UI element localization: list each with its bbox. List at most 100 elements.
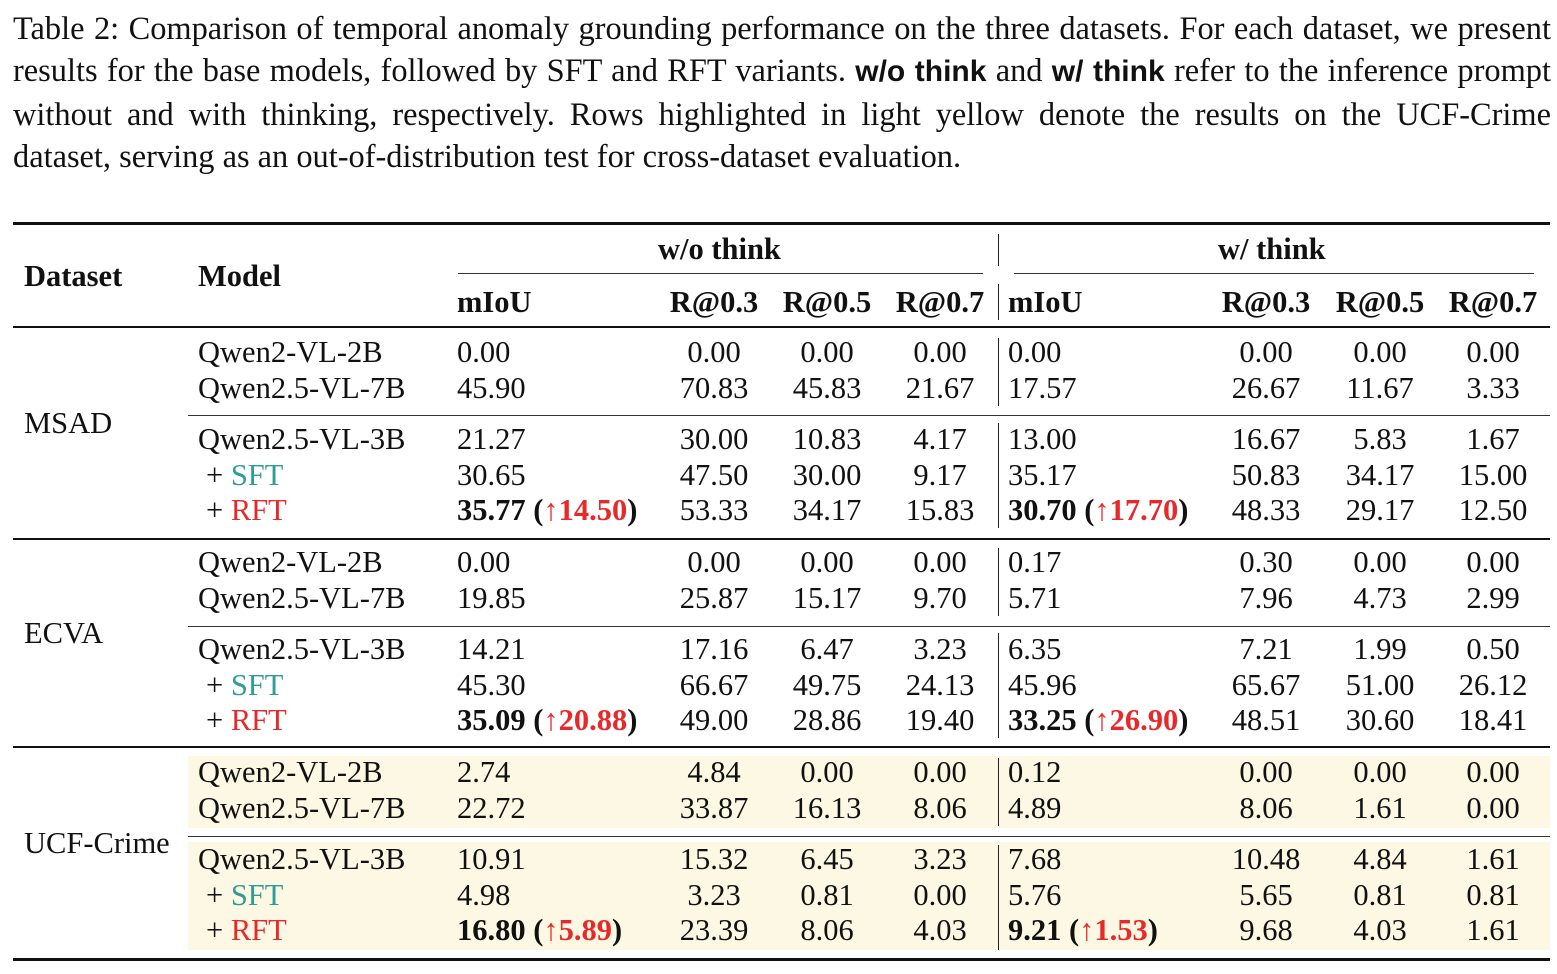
w-think-recall: 8.06 bbox=[1239, 791, 1293, 825]
miou-value: 35.77 bbox=[457, 493, 526, 527]
miou-value: 10.91 bbox=[457, 842, 526, 876]
model-prefix: + bbox=[206, 458, 231, 492]
wo-think-miou: 45.30 bbox=[457, 667, 526, 703]
w-think-miou: 4.89 bbox=[1008, 790, 1061, 826]
w-think-recall: 0.00 bbox=[1353, 755, 1407, 789]
miou-value: 30.65 bbox=[457, 458, 526, 492]
wo-think-recall: 15.32 bbox=[679, 842, 749, 876]
dataset-label: MSAD bbox=[24, 406, 113, 440]
model-name: Qwen2.5-VL-3B bbox=[198, 631, 406, 667]
caption-bold-wo-think: w/o think bbox=[855, 55, 987, 89]
miou-value: 14.21 bbox=[457, 632, 526, 666]
subsection-rule bbox=[188, 626, 1550, 627]
wo-think-miou: 14.21 bbox=[457, 631, 526, 667]
wo-think-miou: 10.91 bbox=[457, 841, 526, 877]
wo-think-miou: 45.90 bbox=[457, 370, 526, 406]
w-think-recall: 2.99 bbox=[1466, 581, 1520, 615]
miou-value: 17.57 bbox=[1008, 371, 1077, 405]
wo-think-recall: 23.39 bbox=[679, 913, 749, 947]
w-think-miou: 0.12 bbox=[1008, 754, 1061, 790]
w-think-recall: 18.41 bbox=[1458, 703, 1528, 737]
w-think-miou: 30.70 (↑17.70) bbox=[1008, 492, 1188, 528]
w-think-recall: 7.21 bbox=[1239, 632, 1293, 666]
wo-think-recall: 66.67 bbox=[679, 668, 749, 702]
w-think-recall: 0.00 bbox=[1239, 755, 1293, 789]
group-divider bbox=[998, 845, 999, 950]
miou-value: 0.17 bbox=[1008, 545, 1062, 579]
wo-think-recall: 0.00 bbox=[800, 545, 854, 579]
w-think-recall: 0.00 bbox=[1353, 335, 1407, 369]
wo-think-recall: 0.81 bbox=[800, 878, 854, 912]
w-think-miou: 9.21 (↑1.53) bbox=[1008, 912, 1158, 948]
w-think-recall: 5.65 bbox=[1239, 878, 1293, 912]
model-label: Qwen2-VL-2B bbox=[198, 545, 383, 579]
model-name: + SFT bbox=[206, 667, 283, 703]
header-w-r05: R@0.5 bbox=[1335, 285, 1425, 319]
miou-gain: (↑14.50) bbox=[525, 493, 638, 527]
wo-think-recall: 30.00 bbox=[792, 458, 862, 492]
wo-think-recall: 15.83 bbox=[905, 493, 975, 527]
wo-think-recall: 21.67 bbox=[905, 371, 975, 405]
bottom-rule bbox=[13, 958, 1550, 961]
model-label: Qwen2-VL-2B bbox=[198, 755, 383, 789]
w-think-recall: 1.67 bbox=[1466, 422, 1520, 456]
w-think-miou: 6.35 bbox=[1008, 631, 1061, 667]
miou-value: 7.68 bbox=[1008, 842, 1062, 876]
w-think-miou: 33.25 (↑26.90) bbox=[1008, 702, 1188, 738]
w-think-recall: 48.51 bbox=[1231, 703, 1301, 737]
wo-think-recall: 4.17 bbox=[913, 422, 967, 456]
miou-value: 45.96 bbox=[1008, 668, 1077, 702]
header-wo-r05: R@0.5 bbox=[782, 285, 872, 319]
wo-think-recall: 0.00 bbox=[913, 545, 967, 579]
w-think-miou: 5.71 bbox=[1008, 580, 1061, 616]
wo-think-recall: 33.87 bbox=[679, 791, 749, 825]
w-think-recall: 0.00 bbox=[1353, 545, 1407, 579]
model-name: + RFT bbox=[206, 702, 287, 738]
miou-value: 45.90 bbox=[457, 371, 526, 405]
top-rule bbox=[13, 222, 1550, 225]
miou-value: 0.00 bbox=[457, 545, 511, 579]
group-divider bbox=[998, 548, 999, 616]
model-label: Qwen2.5-VL-7B bbox=[198, 371, 406, 405]
model-name: Qwen2.5-VL-7B bbox=[198, 790, 406, 826]
group-divider bbox=[998, 284, 999, 320]
model-name: Qwen2-VL-2B bbox=[198, 544, 383, 580]
wo-think-recall: 0.00 bbox=[687, 545, 741, 579]
model-prefix: + bbox=[206, 703, 231, 737]
miou-value: 9.21 bbox=[1008, 913, 1062, 947]
w-think-recall: 26.67 bbox=[1231, 371, 1301, 405]
wo-think-miou: 35.77 (↑14.50) bbox=[457, 492, 637, 528]
wo-think-recall: 6.47 bbox=[800, 632, 854, 666]
table-caption: Table 2: Comparison of temporal anomaly … bbox=[13, 8, 1551, 178]
w-think-recall: 29.17 bbox=[1345, 493, 1415, 527]
w-think-recall: 0.81 bbox=[1353, 878, 1407, 912]
model-label: Qwen2.5-VL-3B bbox=[198, 632, 406, 666]
w-think-recall: 10.48 bbox=[1231, 842, 1301, 876]
caption-text: and bbox=[986, 53, 1052, 90]
model-prefix: + bbox=[206, 913, 231, 947]
w-think-recall: 4.73 bbox=[1353, 581, 1407, 615]
model-name: + RFT bbox=[206, 912, 287, 948]
dataset-label: UCF-Crime bbox=[24, 826, 170, 860]
wo-think-recall: 47.50 bbox=[679, 458, 749, 492]
w-think-miou: 17.57 bbox=[1008, 370, 1077, 406]
header-w-think: w/ think bbox=[1218, 232, 1326, 266]
model-prefix: + bbox=[206, 668, 231, 702]
w-think-recall: 0.81 bbox=[1466, 878, 1520, 912]
wo-think-recall: 70.83 bbox=[679, 371, 749, 405]
w-think-recall: 3.33 bbox=[1466, 371, 1520, 405]
wo-think-recall: 45.83 bbox=[792, 371, 862, 405]
miou-value: 0.12 bbox=[1008, 755, 1062, 789]
wo-think-recall: 15.17 bbox=[792, 581, 862, 615]
caption-text: Table 2: Comparison of temporal anomaly … bbox=[13, 11, 1551, 90]
miou-value: 35.17 bbox=[1008, 458, 1077, 492]
wo-think-recall: 3.23 bbox=[913, 632, 967, 666]
wo-think-miou: 21.27 bbox=[457, 421, 526, 457]
w-think-recall: 0.30 bbox=[1239, 545, 1293, 579]
ucf-highlight-base bbox=[188, 756, 1550, 828]
w-think-recall: 16.67 bbox=[1231, 422, 1301, 456]
miou-value: 13.00 bbox=[1008, 422, 1077, 456]
w-think-miou: 7.68 bbox=[1008, 841, 1061, 877]
miou-value: 35.09 bbox=[457, 703, 526, 737]
w-think-recall: 34.17 bbox=[1345, 458, 1415, 492]
